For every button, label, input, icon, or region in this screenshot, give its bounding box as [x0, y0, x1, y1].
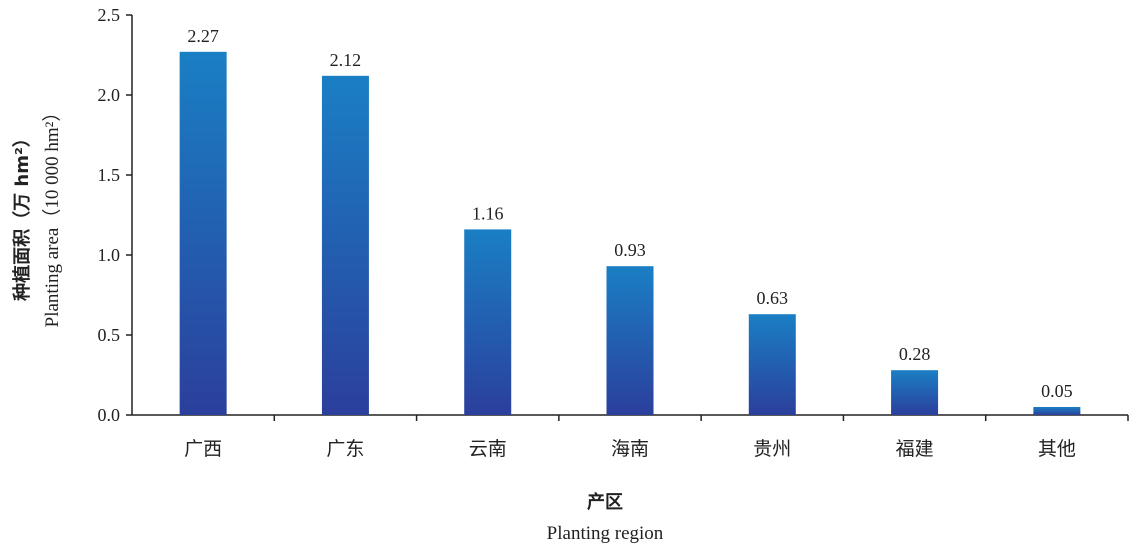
bar: [321, 75, 369, 416]
bar: [891, 370, 939, 415]
x-tick-label: 福建: [896, 438, 934, 460]
x-tick-label: 其他: [1038, 438, 1076, 460]
data-label: 0.93: [614, 240, 646, 260]
y-tick-label: 0.0: [98, 405, 121, 425]
bar: [1033, 407, 1081, 415]
axes: 0.0 0.5 1.0 1.5 2.0 2.5: [98, 5, 1129, 425]
data-label: 0.63: [757, 288, 789, 308]
bars: [179, 51, 1081, 416]
x-tick-label: 广西: [184, 438, 222, 460]
x-axis-label-en: Planting region: [547, 523, 664, 544]
bar: [606, 266, 654, 415]
data-label: 1.16: [472, 203, 504, 223]
y-tick-label: 1.0: [98, 245, 121, 265]
y-tick-label: 0.5: [98, 325, 121, 345]
bar: [179, 51, 227, 416]
x-tick-label: 广东: [326, 438, 364, 460]
data-label: 2.12: [330, 50, 362, 70]
x-tick-label: 云南: [469, 438, 507, 460]
y-tick-label: 2.0: [98, 85, 121, 105]
y-tick-label: 1.5: [98, 165, 121, 185]
data-label: 0.05: [1041, 381, 1073, 401]
data-label: 2.27: [187, 26, 219, 46]
bar: [748, 314, 796, 415]
x-tick-label: 海南: [611, 438, 649, 460]
bar: [464, 229, 512, 415]
y-axis-label-cn: 种植面积（万 hm²）: [11, 129, 33, 302]
y-tick-label: 2.5: [98, 5, 121, 25]
x-tick-label: 贵州: [753, 438, 791, 460]
data-label: 0.28: [899, 344, 931, 364]
x-axis-label-cn: 产区: [587, 491, 623, 513]
labels: 2.27 广西 2.12 广东 1.16 云南 0.93 海南 0.63 贵州 0.28 福建 0.05…: [184, 26, 1076, 460]
y-axis-label-en: Planting area（10 000 hm²）: [41, 103, 63, 328]
